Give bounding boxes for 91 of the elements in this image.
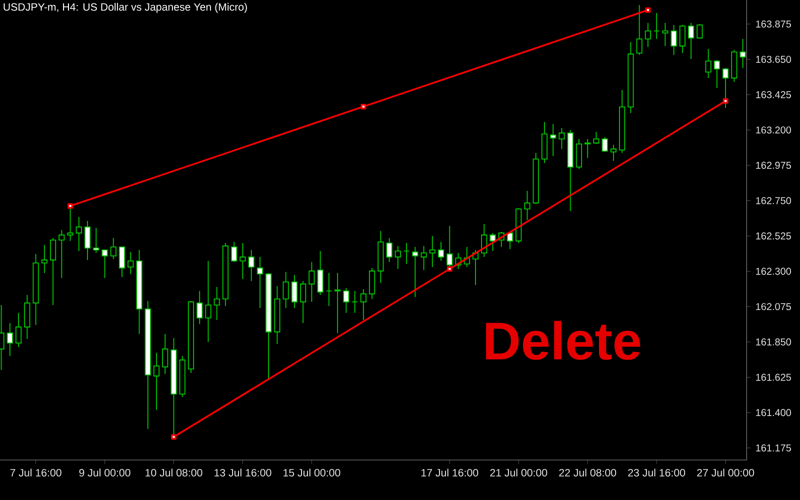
candlestick (490, 232, 496, 252)
x-tick-label: 27 Jul 00:00 (697, 468, 754, 476)
candlestick (196, 290, 203, 325)
candlestick (162, 333, 168, 374)
candlestick (602, 136, 608, 152)
x-tick-label: 9 Jul 00:00 (79, 468, 130, 476)
candlestick (558, 127, 565, 150)
candlestick (93, 227, 100, 254)
candlestick (636, 4, 642, 56)
candlestick (584, 138, 591, 158)
candlestick (403, 242, 410, 264)
y-tick-label: 161.850 (756, 338, 791, 346)
y-tick-label: 161.175 (756, 444, 791, 452)
candlestick (740, 38, 746, 68)
candlestick (524, 190, 530, 220)
x-tick-label: 22 Jul 08:00 (559, 468, 616, 476)
candlestick (214, 286, 220, 320)
candlestick (654, 12, 660, 40)
x-tick-label: 21 Jul 00:00 (490, 468, 548, 476)
candlestick (50, 238, 56, 306)
candlestick (506, 232, 514, 250)
candlestick (644, 22, 652, 48)
candlestick (6, 322, 13, 356)
candlestick (300, 280, 306, 324)
x-tick-label: 15 Jul 00:00 (284, 468, 340, 476)
chart-title: USDJPY-m, H4: US Dollar vs Japanese Yen (Micro) (4, 2, 247, 13)
candlestick (231, 241, 238, 262)
candlestick (76, 216, 82, 252)
candlestick (705, 48, 712, 78)
y-tick-label: 162.300 (756, 268, 791, 275)
x-tick-label: 7 Jul 16:00 (10, 468, 62, 476)
candlestick (368, 268, 376, 300)
candlestick (610, 144, 617, 162)
candlestick (41, 244, 48, 274)
candlestick (352, 290, 358, 314)
candlestick (714, 60, 720, 88)
candlestick (326, 272, 332, 306)
y-tick-label: 163.425 (756, 91, 791, 98)
candlestick (205, 260, 212, 342)
point (446, 266, 452, 272)
candlestick (15, 312, 22, 348)
candlestick (576, 138, 582, 170)
candlestick (102, 249, 108, 279)
x-tick-label: 17 Jul 16:00 (422, 468, 478, 476)
candlestick (670, 24, 677, 56)
candlestick (438, 241, 444, 262)
candlestick (334, 272, 341, 334)
candlestick (696, 24, 703, 38)
candlestick (360, 288, 366, 320)
candlestick (282, 271, 289, 308)
candlestick (58, 230, 65, 279)
y-tick-label: 162.075 (756, 303, 791, 310)
candlestick (662, 22, 668, 46)
y-tick-label: 163.200 (756, 126, 791, 134)
candlestick (420, 246, 427, 270)
candlestick (84, 220, 91, 260)
candlestick (429, 235, 436, 268)
point (722, 98, 728, 104)
y-tick-label: 162.975 (756, 162, 791, 169)
candlestick (343, 287, 350, 314)
y-tick-label: 161.400 (756, 409, 791, 416)
point (360, 104, 366, 110)
candlestick (128, 252, 134, 274)
point (171, 434, 176, 440)
y-tick-label: 163.875 (756, 20, 791, 28)
point (68, 203, 73, 209)
candlestick (412, 246, 418, 298)
y-tick-label: 163.650 (756, 56, 791, 63)
candlestick (291, 274, 298, 308)
x-tick-label: 10 Jul 08:00 (146, 468, 202, 476)
x-tick-label: 23 Jul 16:00 (628, 468, 686, 476)
candlestick (688, 22, 694, 60)
annotation: Delete (486, 320, 640, 360)
candlestick (153, 352, 160, 410)
y-tick-label: 162.525 (756, 232, 791, 240)
candlestick (308, 262, 315, 302)
candlestick (386, 238, 392, 262)
candlestick (118, 246, 126, 278)
candlestick (394, 246, 401, 270)
candlestick (256, 256, 264, 308)
x-tick-label: 13 Jul 16:00 (214, 468, 272, 476)
y-tick-label: 161.625 (756, 374, 791, 381)
candlestick (550, 124, 556, 157)
point (645, 7, 651, 13)
candlestick (240, 242, 246, 280)
candlestick (110, 238, 116, 260)
candlestick (593, 132, 600, 144)
candlestick (248, 249, 254, 282)
candlestick (317, 250, 324, 296)
y-tick-label: 162.750 (756, 197, 791, 204)
candlestick (679, 24, 686, 54)
